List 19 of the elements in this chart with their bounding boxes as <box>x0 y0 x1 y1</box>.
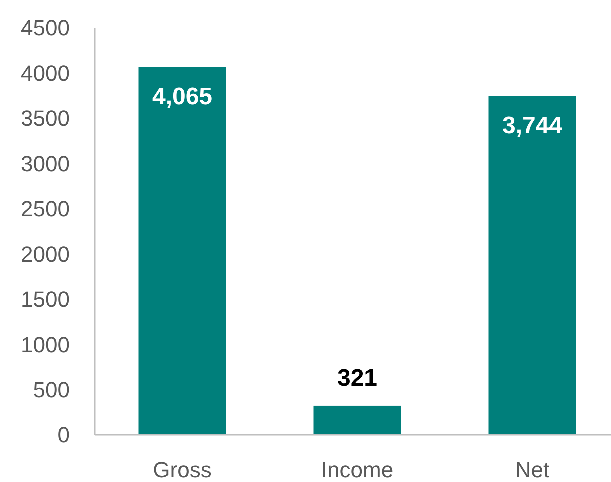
x-tick-label: Gross <box>153 458 212 482</box>
y-tick-label: 1500 <box>21 287 70 312</box>
data-label: 3,744 <box>502 112 564 140</box>
y-tick-label: 2500 <box>21 196 70 222</box>
y-tick-label: 3500 <box>21 106 70 132</box>
y-tick-label: 1000 <box>21 332 70 358</box>
x-tick-label: Income <box>321 458 394 482</box>
y-tick-label: 4000 <box>21 60 70 86</box>
y-tick-label: 500 <box>33 377 70 402</box>
y-tick-label: 0 <box>58 422 70 448</box>
data-label: 4,065 <box>152 83 213 110</box>
y-tick-label: 4500 <box>21 16 70 41</box>
y-tick-label: 3000 <box>21 151 70 176</box>
y-tick-label: 2000 <box>21 242 70 267</box>
x-tick-label: Net <box>515 458 550 482</box>
bar <box>138 67 226 435</box>
data-label: 321 <box>337 364 378 392</box>
bar <box>314 406 402 435</box>
bar <box>488 96 576 435</box>
